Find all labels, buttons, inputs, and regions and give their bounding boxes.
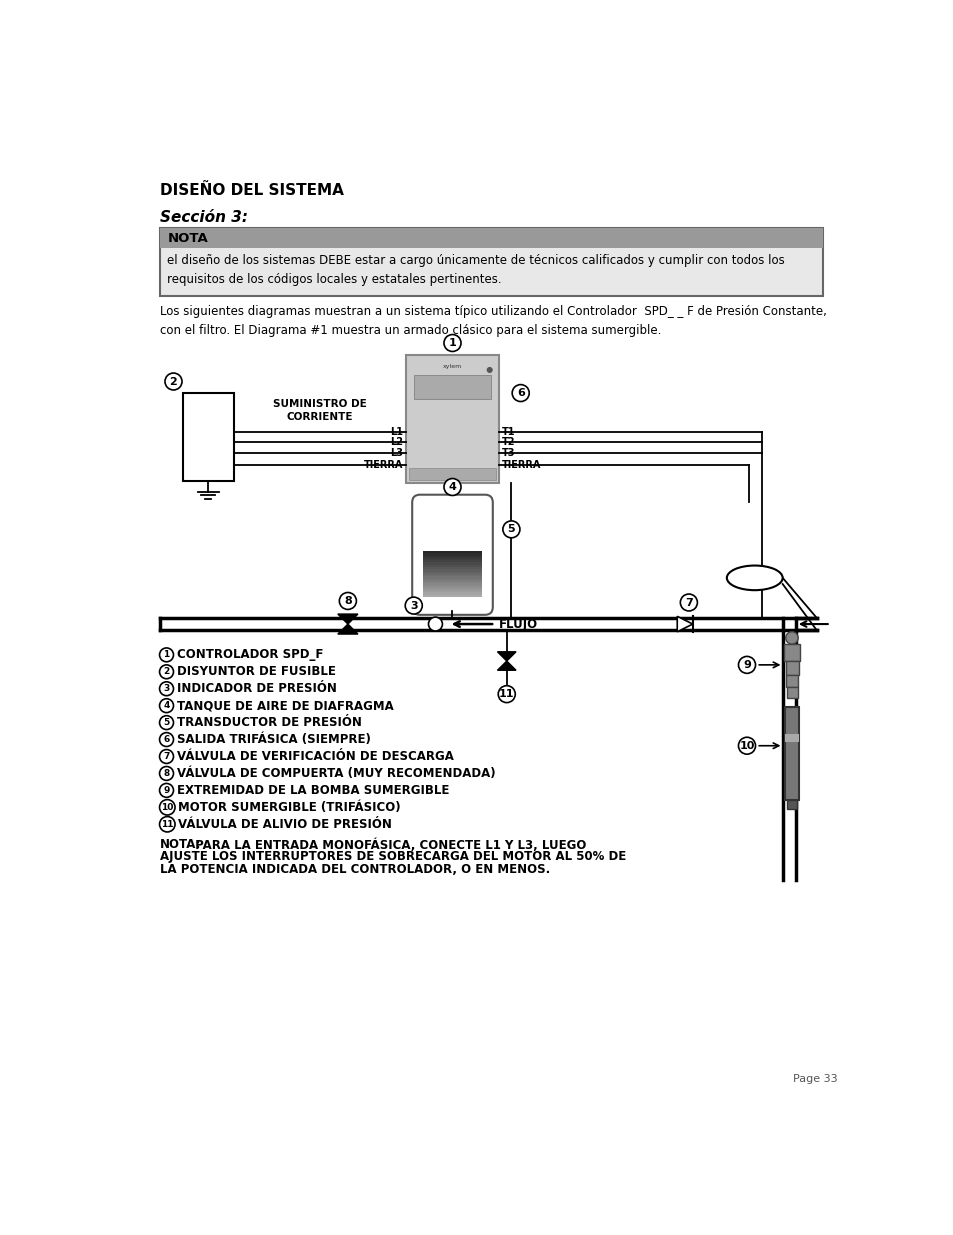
Text: 3: 3 (410, 600, 417, 610)
Text: SALIDA TRIFÁSICA (SIEMPRE): SALIDA TRIFÁSICA (SIEMPRE) (176, 734, 370, 746)
Ellipse shape (726, 566, 781, 590)
Text: TIERRA: TIERRA (363, 461, 402, 471)
Text: TANQUE DE AIRE DE DIAFRAGMA: TANQUE DE AIRE DE DIAFRAGMA (176, 699, 393, 713)
Circle shape (159, 732, 173, 746)
Text: 2: 2 (170, 377, 177, 387)
Circle shape (159, 648, 173, 662)
Text: L3: L3 (390, 448, 402, 458)
Text: xylem: xylem (442, 364, 461, 369)
Text: T1: T1 (501, 426, 515, 436)
Polygon shape (337, 614, 357, 624)
Circle shape (159, 767, 173, 781)
Bar (159, 228, 822, 296)
Polygon shape (337, 624, 357, 634)
Circle shape (443, 478, 460, 495)
Text: 1: 1 (448, 338, 456, 348)
Circle shape (679, 594, 697, 611)
Text: T2: T2 (501, 437, 515, 447)
Circle shape (339, 593, 356, 609)
Circle shape (159, 716, 173, 730)
Circle shape (738, 737, 755, 755)
Bar (784, 734, 798, 742)
Text: NOTA: NOTA (167, 232, 208, 245)
Text: 10: 10 (161, 803, 173, 811)
Circle shape (159, 664, 173, 679)
Text: DISYUNTOR DE FUSIBLE: DISYUNTOR DE FUSIBLE (176, 666, 335, 678)
Text: NOTA:: NOTA: (159, 839, 201, 851)
Circle shape (165, 373, 182, 390)
Text: SUMINISTRO DE
CORRIENTE: SUMINISTRO DE CORRIENTE (273, 399, 367, 422)
Circle shape (159, 816, 174, 832)
Polygon shape (497, 652, 516, 661)
Text: Sección 3:: Sección 3: (159, 210, 247, 225)
Circle shape (159, 799, 174, 815)
Text: 8: 8 (163, 769, 170, 778)
Text: VÁLVULA DE ALIVIO DE PRESIÓN: VÁLVULA DE ALIVIO DE PRESIÓN (178, 818, 392, 831)
Text: 5: 5 (163, 718, 170, 727)
Bar (785, 661, 798, 674)
Circle shape (502, 521, 519, 537)
Text: FLUJO: FLUJO (498, 618, 537, 631)
Bar (183, 393, 233, 480)
Circle shape (159, 750, 173, 763)
FancyBboxPatch shape (412, 495, 493, 615)
Polygon shape (677, 616, 692, 632)
Circle shape (738, 656, 755, 673)
Text: MOTOR SUMERGIBLE (TRIFÁSICO): MOTOR SUMERGIBLE (TRIFÁSICO) (178, 800, 400, 814)
Circle shape (428, 618, 442, 631)
Bar (783, 645, 799, 661)
Text: 10: 10 (739, 741, 754, 751)
Circle shape (159, 783, 173, 798)
Text: EXTREMIDAD DE LA BOMBA SUMERGIBLE: EXTREMIDAD DE LA BOMBA SUMERGIBLE (176, 784, 449, 797)
Text: 9: 9 (742, 659, 750, 669)
Text: PARA LA ENTRADA MONOFÁSICA, CONECTE L1 Y L3, LUEGO: PARA LA ENTRADA MONOFÁSICA, CONECTE L1 Y… (191, 839, 585, 852)
Circle shape (159, 682, 173, 695)
Text: AJUSTE LOS INTERRUPTORES DE SOBRECARGA DEL MOTOR AL 50% DE: AJUSTE LOS INTERRUPTORES DE SOBRECARGA D… (159, 851, 625, 863)
Text: L2: L2 (390, 437, 402, 447)
Circle shape (159, 699, 173, 713)
Text: 7: 7 (163, 752, 170, 761)
Bar (784, 708, 798, 799)
Bar (785, 799, 797, 809)
Text: 2: 2 (163, 667, 170, 677)
Text: 6: 6 (163, 735, 170, 743)
Text: T3: T3 (501, 448, 515, 458)
Bar (785, 687, 798, 698)
Circle shape (443, 335, 460, 352)
Text: Los siguientes diagramas muestran a un sistema típico utilizando el Controlador : Los siguientes diagramas muestran a un s… (159, 305, 825, 337)
Bar (409, 468, 496, 480)
Bar (406, 354, 498, 483)
Text: VÁLVULA DE VERIFICACIÓN DE DESCARGA: VÁLVULA DE VERIFICACIÓN DE DESCARGA (176, 750, 453, 763)
Polygon shape (497, 661, 516, 671)
Text: 7: 7 (684, 598, 692, 608)
Circle shape (497, 685, 515, 703)
Text: 4: 4 (448, 482, 456, 492)
Text: INDICADOR DE PRESIÓN: INDICADOR DE PRESIÓN (176, 682, 336, 695)
Text: L1: L1 (390, 426, 402, 436)
Circle shape (487, 368, 492, 372)
Bar (785, 674, 798, 687)
Circle shape (512, 384, 529, 401)
Text: TRANSDUCTOR DE PRESIÓN: TRANSDUCTOR DE PRESIÓN (176, 716, 361, 729)
Text: 4: 4 (163, 701, 170, 710)
Text: 3: 3 (163, 684, 170, 693)
Text: TIERRA: TIERRA (501, 461, 541, 471)
Text: 11: 11 (498, 689, 514, 699)
Text: Page 33: Page 33 (793, 1073, 838, 1084)
Text: CONTROLADOR SPD_F: CONTROLADOR SPD_F (176, 648, 323, 662)
Text: 6: 6 (517, 388, 524, 398)
Circle shape (405, 597, 422, 614)
Text: 9: 9 (163, 785, 170, 795)
Circle shape (785, 632, 798, 645)
Bar (159, 228, 822, 248)
Text: 1: 1 (163, 651, 170, 659)
Text: 11: 11 (161, 820, 173, 829)
Text: DISEÑO DEL SISTEMA: DISEÑO DEL SISTEMA (159, 183, 343, 198)
Text: VÁLVULA DE COMPUERTA (MUY RECOMENDADA): VÁLVULA DE COMPUERTA (MUY RECOMENDADA) (176, 767, 495, 781)
Text: LA POTENCIA INDICADA DEL CONTROLADOR, O EN MENOS.: LA POTENCIA INDICADA DEL CONTROLADOR, O … (159, 863, 549, 876)
Text: el diseño de los sistemas DEBE estar a cargo únicamente de técnicos calificados : el diseño de los sistemas DEBE estar a c… (167, 254, 784, 287)
Bar (414, 374, 491, 399)
Text: 8: 8 (344, 597, 352, 606)
Text: 5: 5 (507, 525, 515, 535)
